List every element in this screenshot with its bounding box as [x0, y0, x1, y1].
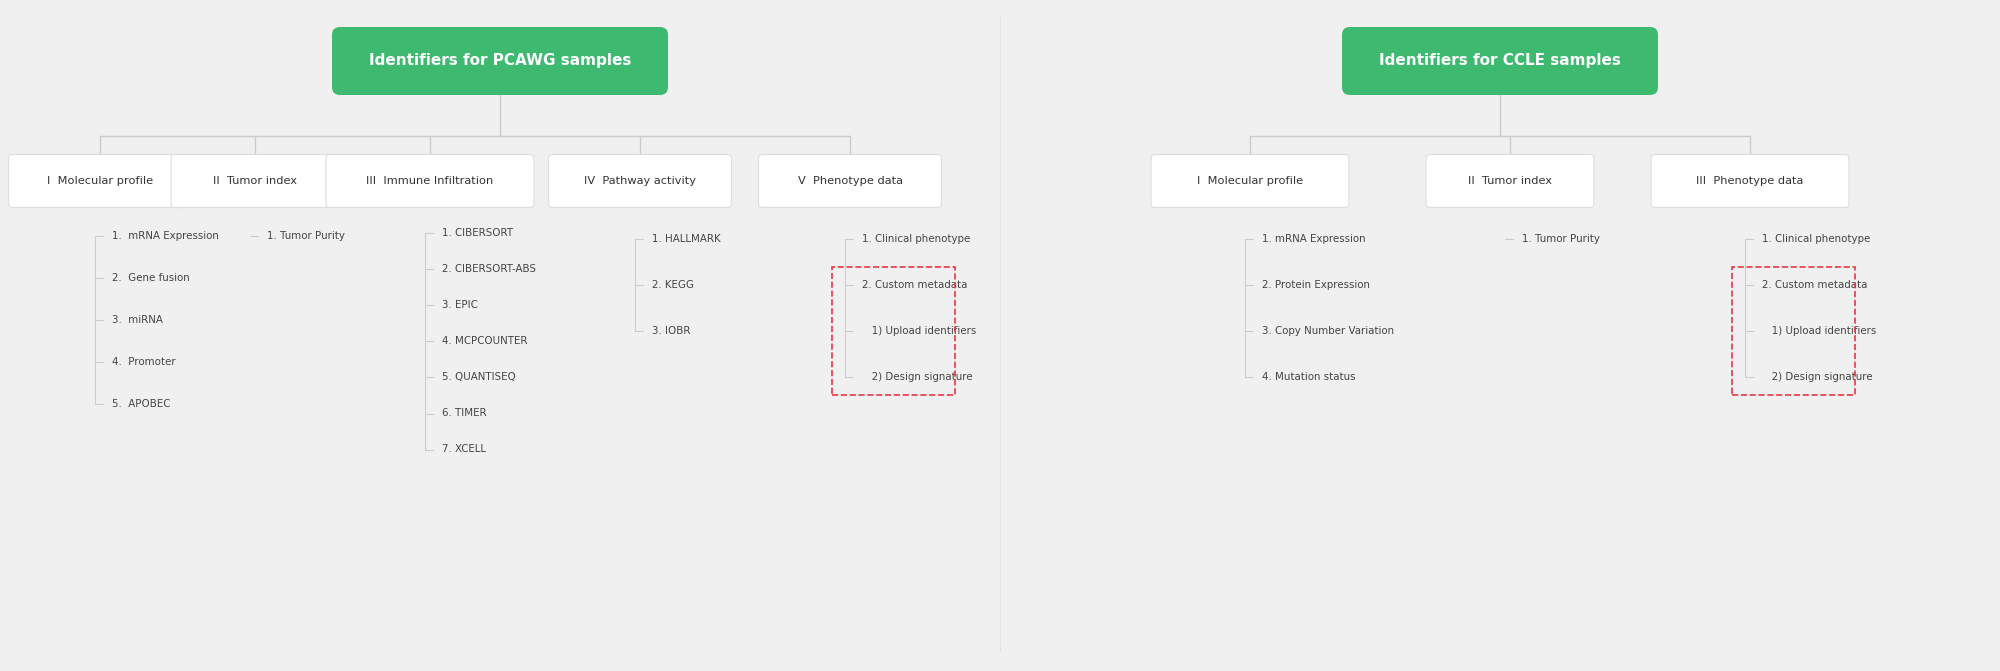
Text: IV  Pathway activity: IV Pathway activity	[584, 176, 696, 186]
Text: 5. QUANTISEQ: 5. QUANTISEQ	[442, 372, 516, 382]
FancyBboxPatch shape	[1426, 154, 1594, 207]
Text: 4. Mutation status: 4. Mutation status	[1262, 372, 1356, 382]
Text: III  Phenotype data: III Phenotype data	[1696, 176, 1804, 186]
Text: Identifiers for CCLE samples: Identifiers for CCLE samples	[1380, 54, 1620, 68]
FancyBboxPatch shape	[170, 154, 338, 207]
Text: II  Tumor index: II Tumor index	[212, 176, 296, 186]
Text: 1) Upload identifiers: 1) Upload identifiers	[862, 325, 976, 336]
Text: 4. MCPCOUNTER: 4. MCPCOUNTER	[442, 336, 528, 346]
FancyBboxPatch shape	[1152, 154, 1350, 207]
Text: 4.  Promoter: 4. Promoter	[112, 358, 176, 368]
FancyBboxPatch shape	[8, 154, 192, 207]
Text: 2. KEGG: 2. KEGG	[652, 280, 694, 289]
Text: 1. Clinical phenotype: 1. Clinical phenotype	[862, 234, 970, 244]
Text: 1.  mRNA Expression: 1. mRNA Expression	[112, 231, 218, 242]
Bar	[832, 266, 956, 395]
Text: III  Immune Infiltration: III Immune Infiltration	[366, 176, 494, 186]
FancyBboxPatch shape	[1652, 154, 1850, 207]
Text: 2. Custom metadata: 2. Custom metadata	[1762, 280, 1868, 289]
Text: 3.  miRNA: 3. miRNA	[112, 315, 162, 325]
Bar	[1732, 266, 1856, 395]
Text: V  Phenotype data: V Phenotype data	[798, 176, 902, 186]
Text: I  Molecular profile: I Molecular profile	[46, 176, 154, 186]
Text: 1) Upload identifiers: 1) Upload identifiers	[1762, 325, 1876, 336]
Text: 2) Design signature: 2) Design signature	[862, 372, 972, 382]
FancyBboxPatch shape	[332, 27, 668, 95]
FancyBboxPatch shape	[1342, 27, 1658, 95]
Text: 1. HALLMARK: 1. HALLMARK	[652, 234, 720, 244]
Text: 1. Tumor Purity: 1. Tumor Purity	[1522, 234, 1600, 244]
Text: 2. Custom metadata: 2. Custom metadata	[862, 280, 968, 289]
Text: 3. IOBR: 3. IOBR	[652, 325, 690, 336]
Text: II  Tumor index: II Tumor index	[1468, 176, 1552, 186]
Text: 3. EPIC: 3. EPIC	[442, 301, 478, 311]
Text: 1. Tumor Purity: 1. Tumor Purity	[268, 231, 346, 242]
FancyBboxPatch shape	[758, 154, 942, 207]
Text: 2. CIBERSORT-ABS: 2. CIBERSORT-ABS	[442, 264, 536, 274]
Text: I  Molecular profile: I Molecular profile	[1196, 176, 1304, 186]
Text: 3. Copy Number Variation: 3. Copy Number Variation	[1262, 325, 1394, 336]
FancyBboxPatch shape	[326, 154, 534, 207]
Text: 2. Protein Expression: 2. Protein Expression	[1262, 280, 1370, 289]
Text: 1. Clinical phenotype: 1. Clinical phenotype	[1762, 234, 1870, 244]
Text: 6. TIMER: 6. TIMER	[442, 409, 486, 419]
Text: Identifiers for PCAWG samples: Identifiers for PCAWG samples	[368, 54, 632, 68]
FancyBboxPatch shape	[548, 154, 732, 207]
Text: 7. XCELL: 7. XCELL	[442, 444, 486, 454]
Text: 1. CIBERSORT: 1. CIBERSORT	[442, 229, 514, 238]
Text: 5.  APOBEC: 5. APOBEC	[112, 399, 170, 409]
Text: 2) Design signature: 2) Design signature	[1762, 372, 1872, 382]
Text: 2.  Gene fusion: 2. Gene fusion	[112, 274, 190, 284]
Text: 1. mRNA Expression: 1. mRNA Expression	[1262, 234, 1366, 244]
